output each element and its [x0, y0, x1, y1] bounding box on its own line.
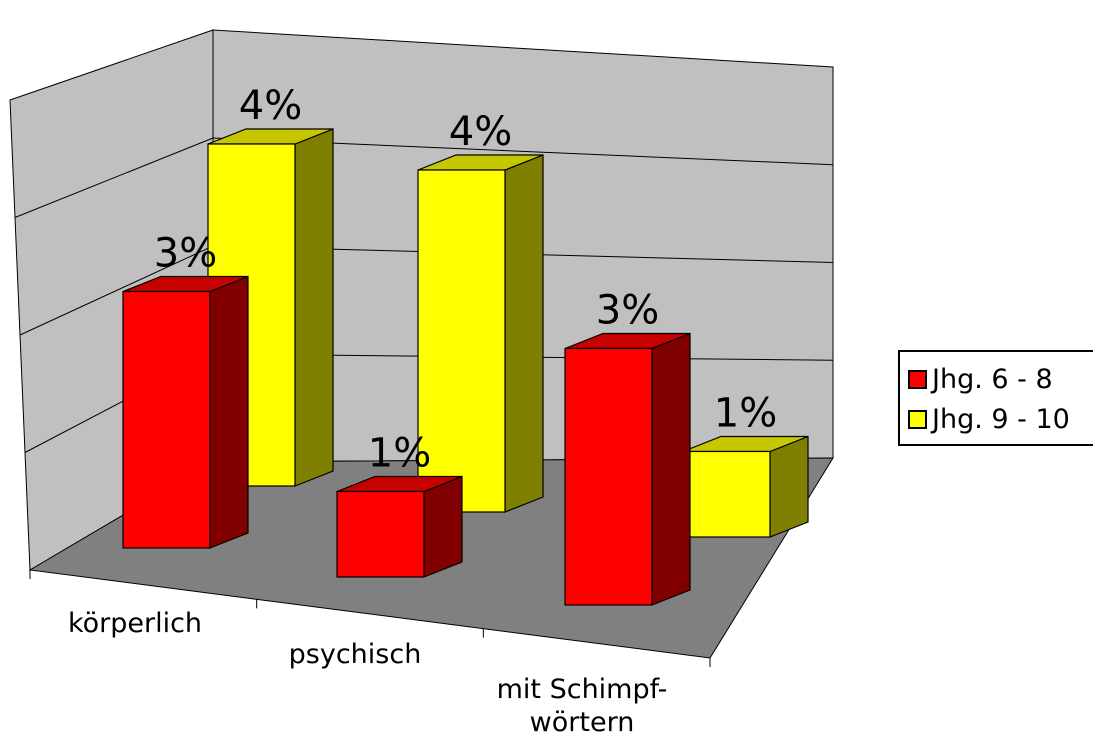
bar-1-1 [122, 275, 249, 549]
bar-side-face [651, 332, 691, 606]
bar-front-face [564, 347, 653, 606]
data-label: 3% [596, 288, 659, 334]
bar-1-2 [336, 475, 463, 578]
data-label: 4% [449, 109, 512, 155]
data-label: 4% [239, 83, 302, 129]
gridline-side [19, 245, 214, 336]
category-label: mit Schimpf-wörtern [497, 674, 668, 738]
bar-front-face [417, 169, 506, 513]
gridline-side [14, 137, 214, 218]
data-label: 1% [714, 391, 777, 437]
bar-side-face [423, 475, 463, 578]
bar-2-3 [682, 435, 809, 538]
legend-swatch-series-1 [908, 369, 927, 389]
bar-1-3 [564, 332, 691, 606]
bar-front-face [336, 490, 425, 578]
bars [122, 128, 809, 606]
bar-side-face [769, 435, 809, 538]
bar-front-face [682, 450, 771, 538]
category-labels: körperlich psychisch mit Schimpf-wörtern [68, 608, 667, 738]
data-label: 3% [154, 231, 217, 277]
category-label: psychisch [289, 639, 422, 670]
bar-side-face [504, 154, 544, 513]
data-labels: 4% 4% 1% 3% 1% 3% [154, 83, 777, 477]
bar-front-face [122, 290, 211, 549]
bar-side-face [294, 128, 334, 487]
category-label: körperlich [68, 608, 202, 639]
legend-item-series-1: Jhg. 6 - 8 [908, 361, 1053, 397]
data-label: 1% [368, 431, 431, 477]
legend: Jhg. 6 - 8 Jhg. 9 - 10 [898, 350, 1093, 446]
legend-item-series-2: Jhg. 9 - 10 [908, 401, 1070, 437]
legend-swatch-series-2 [908, 409, 927, 429]
bar-2-2 [417, 154, 544, 513]
axis-ticks [29, 570, 711, 667]
legend-label-series-2: Jhg. 9 - 10 [932, 403, 1070, 435]
bar-side-face [209, 275, 249, 549]
legend-label-series-1: Jhg. 6 - 8 [932, 363, 1053, 395]
